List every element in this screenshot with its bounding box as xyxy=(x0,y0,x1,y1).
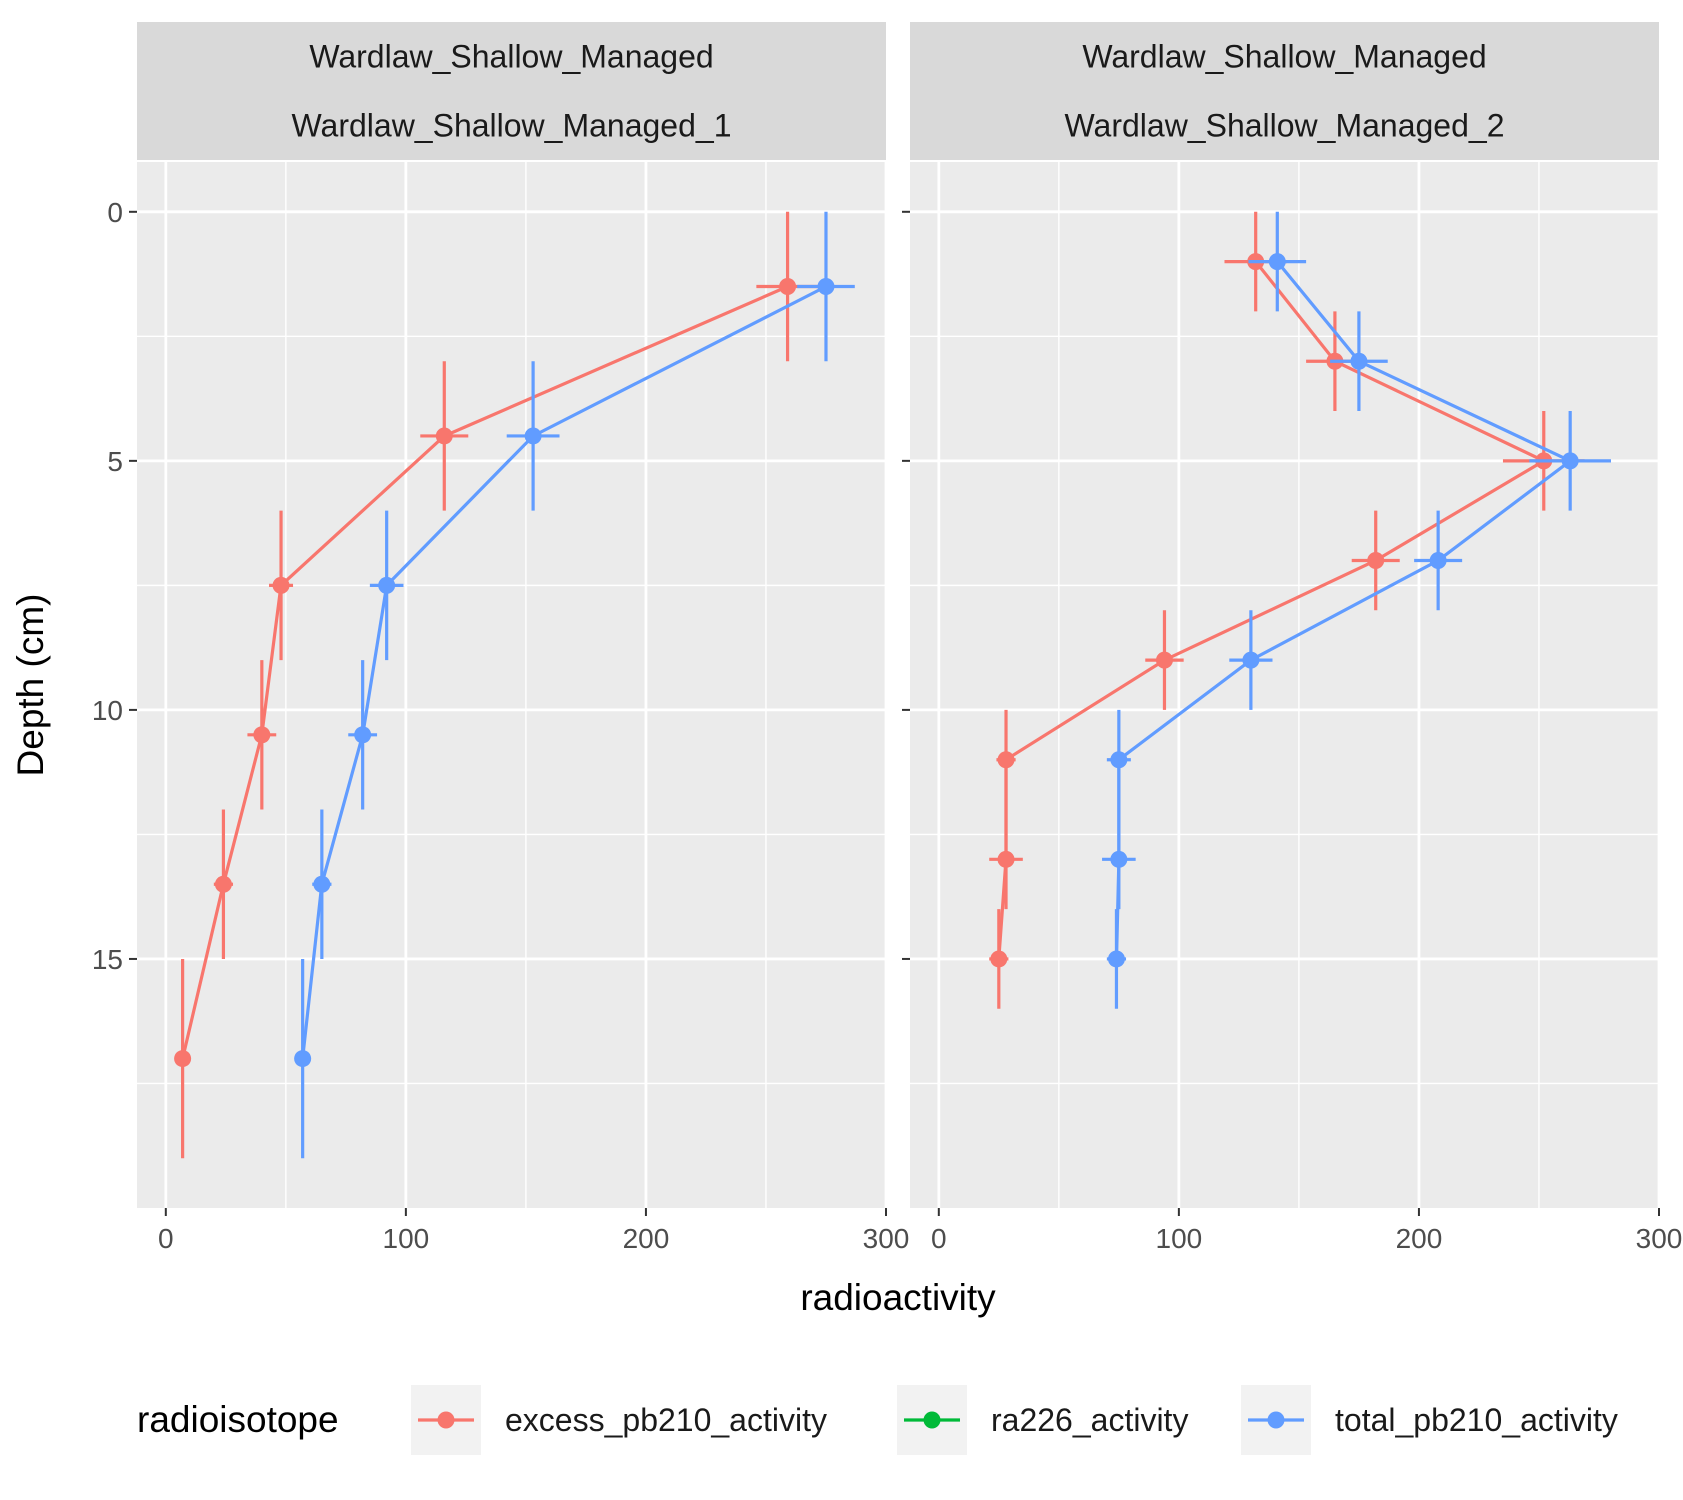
series-line xyxy=(181,285,789,1059)
x-tick-label: 0 xyxy=(158,1223,174,1254)
data-point xyxy=(779,278,797,296)
data-point xyxy=(272,576,290,594)
legend-label: excess_pb210_activity xyxy=(505,1402,827,1438)
y-tick-label: 5 xyxy=(107,446,123,477)
series-line xyxy=(301,285,827,1059)
data-point xyxy=(253,726,271,744)
data-point xyxy=(1110,850,1128,868)
data-point xyxy=(997,751,1015,769)
y-tick-label: 15 xyxy=(92,944,123,975)
legend-key-point xyxy=(923,1411,941,1429)
panel-background xyxy=(910,162,1659,1208)
data-point xyxy=(1268,253,1286,271)
legend-key-point xyxy=(1267,1411,1285,1429)
data-point xyxy=(1429,551,1447,569)
facet-strip-label: Wardlaw_Shallow_Managed_2 xyxy=(1065,108,1505,144)
x-tick-label: 300 xyxy=(1636,1223,1683,1254)
data-point xyxy=(378,576,396,594)
data-point xyxy=(1367,551,1385,569)
facet-strip-label: Wardlaw_Shallow_Managed xyxy=(309,39,713,75)
x-tick-label: 200 xyxy=(1396,1223,1443,1254)
facet-strip-bg xyxy=(137,91,886,160)
panel-2: Wardlaw_Shallow_Managed Wardlaw_Shallow_M… xyxy=(902,22,1682,1254)
legend-key-point xyxy=(437,1411,455,1429)
data-point xyxy=(1242,651,1260,669)
data-point xyxy=(313,875,331,893)
data-point xyxy=(1561,452,1579,470)
facet-strip-label: Wardlaw_Shallow_Managed xyxy=(1082,39,1486,75)
data-point xyxy=(174,1050,192,1068)
legend-label: total_pb210_activity xyxy=(1335,1402,1618,1438)
legend-entry-total_pb210_activity: total_pb210_activity xyxy=(1241,1385,1618,1455)
series-excess_pb210_activity xyxy=(989,211,1585,1009)
panel-1: Wardlaw_Shallow_Managed Wardlaw_Shallow_M… xyxy=(92,22,910,1254)
data-point xyxy=(997,850,1015,868)
facet-strip-bg xyxy=(910,91,1659,160)
facet-strip-bg xyxy=(137,22,886,91)
series-excess_pb210_activity xyxy=(174,211,819,1159)
data-point xyxy=(1110,751,1128,769)
legend: radioisotope excess_pb210_activity ra226_a… xyxy=(137,1385,1618,1455)
data-point xyxy=(354,726,372,744)
legend-label: ra226_activity xyxy=(991,1402,1188,1438)
series-total_pb210_activity xyxy=(1102,211,1611,1009)
data-point xyxy=(990,950,1008,968)
y-tick-label: 10 xyxy=(92,695,123,726)
x-tick-label: 300 xyxy=(863,1223,910,1254)
data-point xyxy=(294,1050,312,1068)
legend-entry-ra226_activity: ra226_activity xyxy=(897,1385,1188,1455)
data-point xyxy=(435,427,453,445)
y-tick-label: 0 xyxy=(107,197,123,228)
data-point xyxy=(214,875,232,893)
x-tick-label: 200 xyxy=(623,1223,670,1254)
facet-strip-label: Wardlaw_Shallow_Managed_1 xyxy=(292,108,732,144)
facet-strip-bg xyxy=(910,22,1659,91)
series-total_pb210_activity xyxy=(294,211,855,1159)
legend-entry-excess_pb210_activity: excess_pb210_activity xyxy=(411,1385,827,1455)
y-axis-title: Depth (cm) xyxy=(10,594,51,777)
data-point xyxy=(524,427,542,445)
x-tick-label: 100 xyxy=(383,1223,430,1254)
panel-background xyxy=(137,162,886,1208)
x-axis-title: radioactivity xyxy=(800,1277,996,1318)
x-tick-label: 0 xyxy=(931,1223,947,1254)
data-point xyxy=(1155,651,1173,669)
data-point xyxy=(1107,950,1125,968)
legend-title: radioisotope xyxy=(137,1399,339,1440)
data-point xyxy=(1350,352,1368,370)
x-tick-label: 100 xyxy=(1156,1223,1203,1254)
data-point xyxy=(817,278,835,296)
